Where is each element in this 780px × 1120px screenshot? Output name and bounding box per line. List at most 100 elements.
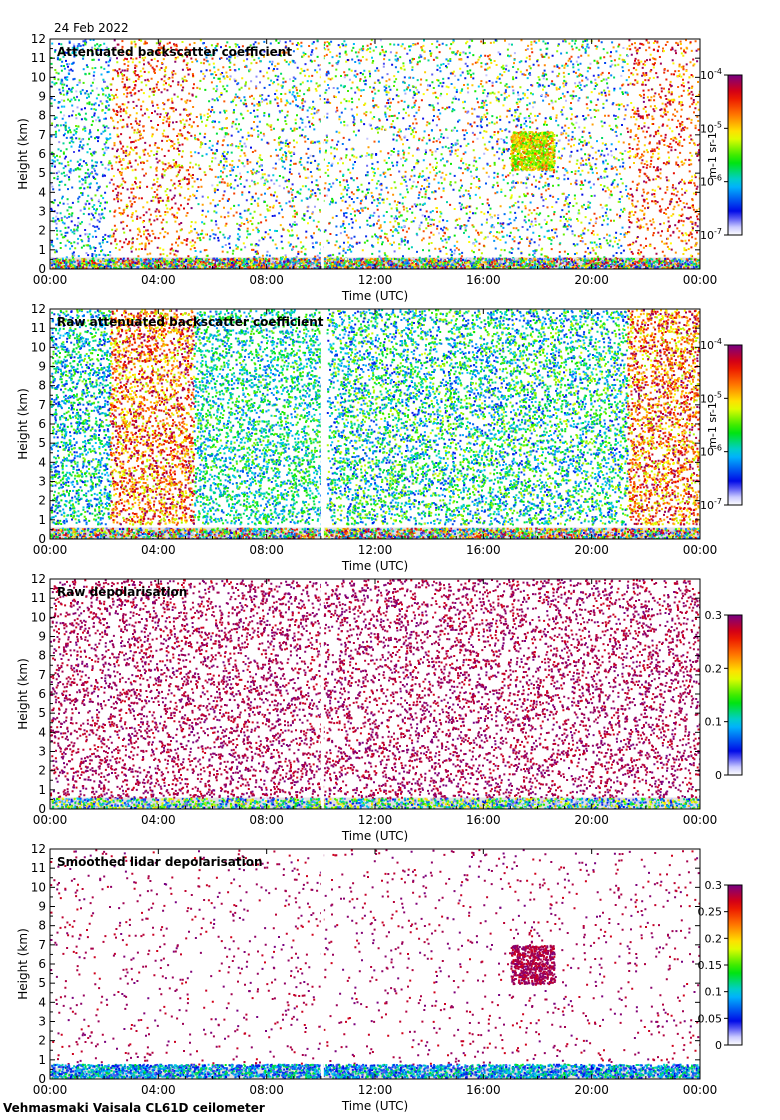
heatmap-cells — [51, 42, 54, 45]
heatmap-cells — [632, 214, 635, 216]
heatmap-cells — [68, 41, 71, 44]
heatmap-cells — [97, 116, 100, 119]
heatmap-cells — [469, 260, 472, 263]
heatmap-cells — [68, 141, 71, 144]
heatmap-cells — [94, 178, 97, 180]
heatmap-cells — [520, 259, 523, 262]
heatmap-cells — [78, 468, 80, 471]
heatmap-cells — [91, 199, 94, 202]
heatmap-cells — [590, 195, 593, 197]
heatmap-cells — [353, 259, 356, 262]
heatmap-cells — [325, 74, 328, 77]
heatmap-cells — [113, 210, 116, 213]
heatmap-cells — [422, 117, 425, 120]
heatmap-cells — [610, 265, 612, 268]
heatmap-cells — [145, 229, 148, 232]
heatmap-cells — [62, 348, 65, 351]
heatmap-cells — [548, 166, 551, 169]
heatmap-cells — [690, 90, 693, 93]
heatmap-cells — [539, 157, 555, 164]
heatmap-cells — [383, 89, 386, 92]
heatmap-cells — [635, 240, 638, 243]
heatmap-cells — [82, 212, 85, 215]
heatmap-cells — [106, 478, 109, 481]
heatmap-cells — [519, 141, 533, 144]
heatmap-cells — [398, 170, 401, 173]
heatmap-cells — [630, 259, 633, 261]
heatmap-cells — [387, 258, 390, 261]
heatmap-cells — [134, 146, 137, 149]
heatmap-cells — [246, 171, 249, 174]
heatmap-cells — [253, 260, 256, 263]
heatmap-cells — [587, 181, 590, 184]
heatmap-cells — [517, 134, 542, 152]
heatmap-cells — [91, 159, 94, 162]
heatmap-cells — [87, 254, 90, 257]
heatmap-cells — [211, 160, 213, 163]
heatmap-cells — [515, 76, 518, 79]
heatmap-cells — [520, 135, 523, 138]
heatmap-region-2 — [109, 39, 196, 258]
heatmap-cells — [121, 40, 124, 43]
heatmap-cells — [393, 263, 396, 266]
heatmap-cells — [425, 260, 428, 263]
heatmap-cells — [90, 480, 93, 483]
heatmap-cells — [67, 161, 70, 164]
heatmap-cells — [59, 242, 62, 244]
heatmap-cells — [348, 264, 351, 267]
heatmap-cells — [187, 73, 190, 76]
heatmap-cells — [365, 260, 368, 262]
heatmap-cells — [71, 255, 74, 258]
heatmap-cells — [105, 501, 108, 504]
heatmap-cells — [143, 70, 146, 73]
heatmap-cells — [93, 112, 96, 115]
heatmap-cells — [79, 479, 82, 482]
heatmap-cells — [127, 261, 403, 269]
heatmap-cells — [98, 220, 101, 223]
heatmap-cells — [105, 46, 108, 49]
heatmap-cells — [342, 264, 344, 267]
heatmap-cells — [60, 373, 63, 376]
x-tick-label: 04:00 — [141, 273, 176, 287]
heatmap-cells — [563, 223, 566, 225]
heatmap-cells — [555, 265, 558, 268]
heatmap-cells — [586, 78, 589, 81]
heatmap-cells — [156, 113, 159, 116]
heatmap-cells — [65, 419, 67, 421]
heatmap-cells — [515, 148, 533, 160]
heatmap-cells — [145, 236, 148, 239]
heatmap-cells — [104, 129, 107, 132]
heatmap-cells — [104, 259, 107, 262]
heatmap-cells — [318, 260, 321, 262]
heatmap-cells — [116, 127, 119, 130]
heatmap-cells — [546, 150, 548, 153]
heatmap-cells — [50, 207, 53, 210]
heatmap-cells — [263, 114, 266, 117]
heatmap-cells — [382, 65, 385, 68]
y-tick-label: 4 — [38, 185, 46, 199]
heatmap-cells — [92, 472, 95, 475]
heatmap-cells — [95, 254, 98, 256]
heatmap-cells — [56, 212, 59, 215]
heatmap-cells — [611, 245, 614, 248]
heatmap-cells — [383, 252, 386, 255]
y-tick-label: 2 — [38, 224, 46, 238]
heatmap-cells — [69, 125, 80, 134]
heatmap-cells — [512, 264, 515, 267]
heatmap-cells — [178, 153, 180, 156]
heatmap-cells — [398, 265, 401, 268]
heatmap-cells — [356, 257, 359, 260]
heatmap-cells — [93, 259, 95, 262]
heatmap-cells — [588, 266, 591, 269]
heatmap-cells — [499, 261, 502, 264]
heatmap-cells — [511, 262, 513, 265]
x-tick-label: 16:00 — [466, 273, 501, 287]
heatmap-cells — [638, 166, 655, 171]
heatmap-cells — [521, 147, 524, 150]
heatmap-cells — [100, 493, 103, 496]
heatmap-cells — [671, 46, 674, 49]
heatmap-cells — [119, 71, 122, 74]
heatmap-cells — [530, 149, 533, 152]
x-tick-label: 20:00 — [574, 273, 609, 287]
